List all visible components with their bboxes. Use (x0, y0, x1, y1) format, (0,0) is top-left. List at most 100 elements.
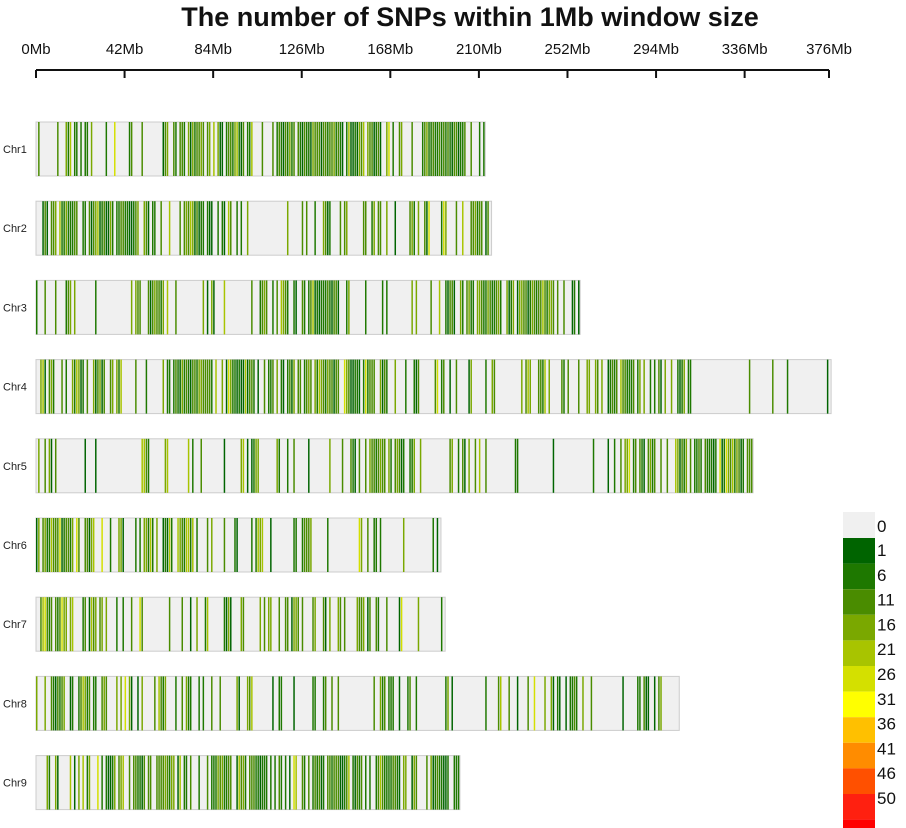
snp-window (624, 438, 626, 493)
snp-window (221, 122, 224, 176)
snp-window (185, 359, 188, 414)
snp-window (215, 359, 217, 414)
snp-window (139, 518, 141, 572)
snp-window (369, 438, 371, 493)
snp-window (544, 676, 546, 731)
snp-window (80, 359, 82, 414)
snp-window (651, 438, 654, 493)
snp-window (147, 201, 150, 256)
snp-window (331, 122, 333, 176)
snp-window (343, 597, 346, 652)
snp-window (649, 438, 652, 493)
snp-window (354, 122, 356, 176)
snp-window (128, 201, 131, 256)
snp-window (280, 122, 283, 176)
snp-window (468, 438, 470, 493)
snp-window (149, 755, 152, 810)
snp-window (552, 280, 555, 335)
snp-window (453, 280, 456, 335)
x-tick-label: 294Mb (633, 41, 679, 58)
snp-window (725, 438, 728, 493)
snp-window (221, 201, 224, 256)
snp-window (588, 359, 591, 414)
snp-window (95, 359, 97, 414)
chromosome-label: Chr9 (3, 778, 27, 790)
snp-window (63, 518, 65, 572)
snp-window (675, 438, 677, 493)
snp-window (61, 518, 63, 572)
snp-window (255, 438, 257, 493)
snp-window (613, 438, 616, 493)
snp-window (69, 676, 72, 731)
snp-window (175, 676, 177, 731)
snp-window (272, 676, 274, 731)
snp-window (120, 201, 122, 256)
snp-window (681, 359, 683, 414)
snp-window (124, 201, 127, 256)
snp-window (278, 122, 281, 176)
snp-window (255, 755, 257, 810)
snp-window (455, 755, 458, 810)
snp-window (151, 280, 154, 335)
snp-window (436, 518, 439, 572)
snp-window (200, 122, 202, 176)
snp-window (462, 280, 464, 335)
snp-window (92, 359, 95, 414)
snp-window (88, 518, 91, 572)
snp-window (331, 280, 333, 335)
snp-window (69, 122, 72, 176)
snp-window (451, 280, 453, 335)
snp-window (189, 676, 192, 731)
snp-window (71, 201, 74, 256)
snp-window (86, 359, 89, 414)
snp-window (78, 676, 80, 731)
snp-window (36, 518, 38, 572)
snp-window (118, 755, 120, 810)
legend-label: 41 (877, 739, 896, 758)
legend-swatch (843, 614, 875, 641)
snp-window (540, 280, 542, 335)
snp-window (371, 122, 373, 176)
snp-window (107, 755, 110, 810)
snp-window (329, 280, 331, 335)
snp-window (200, 359, 202, 414)
snp-window (38, 438, 40, 493)
snp-window (164, 676, 167, 731)
snp-window (293, 122, 295, 176)
snp-window (118, 518, 120, 572)
snp-window (322, 359, 325, 414)
snp-window (120, 755, 122, 810)
snp-window (246, 122, 249, 176)
snp-window (57, 676, 59, 731)
snp-window (246, 676, 249, 731)
snp-window (447, 755, 449, 810)
snp-window (407, 676, 409, 731)
snp-window (637, 359, 639, 414)
snp-window (514, 438, 517, 493)
snp-window (194, 359, 196, 414)
snp-window (377, 122, 380, 176)
snp-window (398, 597, 401, 652)
chromosome-label: Chr7 (3, 619, 27, 631)
snp-window (333, 755, 335, 810)
snp-window (238, 359, 240, 414)
snp-window (379, 676, 382, 731)
snp-window (358, 518, 361, 572)
snp-window (411, 122, 413, 176)
snp-window (267, 597, 270, 652)
snp-window (521, 359, 523, 414)
snp-window (198, 359, 200, 414)
snp-window (426, 122, 428, 176)
snp-window (240, 201, 243, 256)
snp-window (481, 280, 483, 335)
snp-window (409, 438, 411, 493)
snp-window (284, 597, 287, 652)
snp-window (451, 122, 453, 176)
snp-window (542, 359, 544, 414)
snp-window (303, 518, 306, 572)
snp-window (478, 122, 481, 176)
snp-window (628, 359, 631, 414)
legend-swatch (843, 819, 875, 828)
snp-window (713, 438, 715, 493)
snp-window (729, 438, 732, 493)
